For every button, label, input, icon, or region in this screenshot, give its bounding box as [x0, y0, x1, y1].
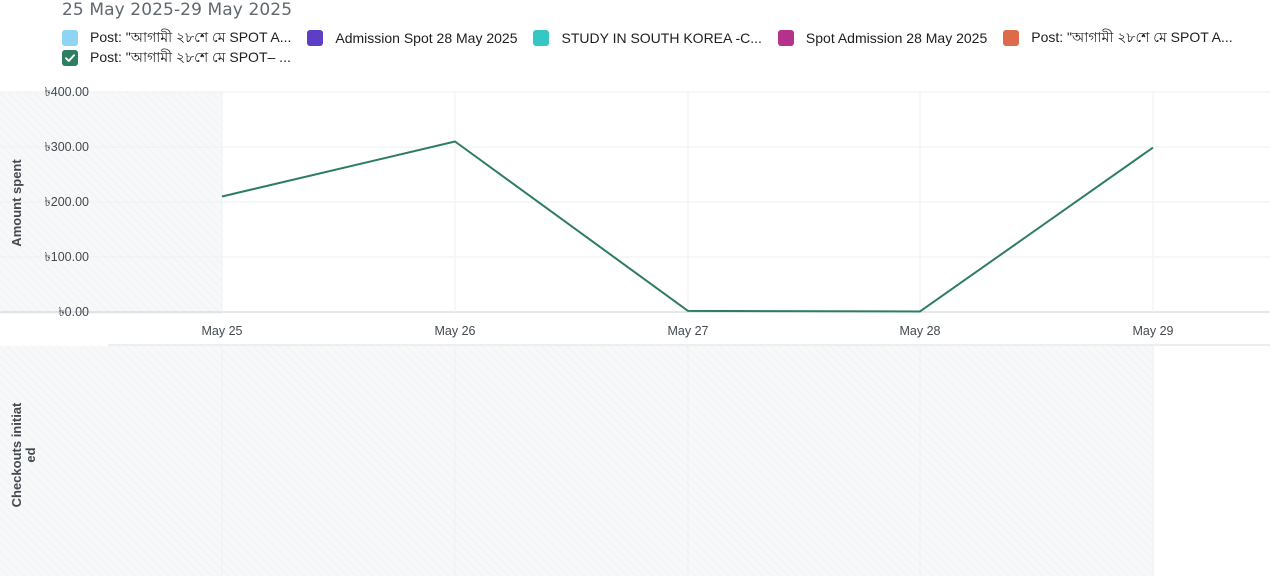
legend-label: Post: "আগামী ২৮শে মে SPOT– ...	[90, 49, 291, 65]
y-tick-label: ৳100.00	[45, 250, 90, 264]
chart2-hatched-region	[0, 346, 1154, 576]
legend-label: Post: "আগামী ২৮শে মে SPOT A...	[90, 29, 292, 45]
legend-swatch	[62, 30, 78, 46]
y-axis-title: Amount spent	[9, 159, 24, 247]
y-tick-label: ৳0.00	[58, 305, 89, 319]
legend-row-1: Post: "আগামী ২৮শে মে SPOT A... Admission…	[62, 28, 1272, 48]
checkouts-initiated-chart: Checkouts initiat ed	[0, 346, 1154, 576]
y-tick-label: ৳300.00	[45, 140, 90, 154]
legend-item[interactable]: Post: "আগামী ২৮শে মে SPOT A...	[62, 26, 291, 50]
date-range-label: 25 May 2025-29 May 2025	[62, 0, 293, 20]
legend-item[interactable]: Post: "আগামী ২৮শে মে SPOT– ...	[62, 46, 291, 70]
chart1-gridlines	[0, 91, 1270, 313]
legend-row-2: Post: "আগামী ২৮শে মে SPOT– ...	[62, 48, 1272, 68]
x-tick-label: May 29	[1133, 324, 1174, 338]
y-tick-label: ৳200.00	[45, 195, 90, 209]
legend-item[interactable]: Admission Spot 28 May 2025	[307, 30, 517, 46]
chart2-gridlines	[221, 346, 1154, 576]
legend-swatch	[533, 30, 550, 46]
chart1-x-ticks: May 25 May 26 May 27 May 28 May 29	[202, 324, 1174, 338]
legend-item[interactable]: STUDY IN SOUTH KOREA -C...	[533, 30, 762, 46]
legend-swatch	[1003, 30, 1020, 46]
y-axis-title-line-2: ed	[23, 447, 38, 462]
legend-label: STUDY IN SOUTH KOREA -C...	[561, 30, 762, 46]
legend-label: Admission Spot 28 May 2025	[335, 30, 518, 46]
legend-item[interactable]: Post: "আগামী ২৮শে মে SPOT A...	[1003, 26, 1233, 50]
legend-swatch	[777, 30, 794, 46]
chart1-series	[221, 140, 1154, 313]
x-tick-label: May 25	[202, 324, 243, 338]
checkmark-icon	[65, 54, 75, 62]
legend-label: Post: "আগামী ২৮শে মে SPOT A...	[1031, 29, 1233, 45]
y-axis-title-line-1: Checkouts initiat	[9, 402, 24, 507]
chart1-y-ticks: ৳0.00 ৳100.00 ৳200.00 ৳300.00 ৳400.00	[45, 85, 90, 319]
legend-checkbox	[62, 50, 78, 66]
x-tick-label: May 27	[668, 324, 709, 338]
x-tick-label: May 28	[900, 324, 941, 338]
chart1-hatched-region	[0, 92, 222, 314]
y-tick-label: ৳400.00	[45, 85, 90, 99]
chart-legend: Post: "আগামী ২৮শে মে SPOT A... Admission…	[62, 28, 1272, 68]
series-line	[221, 140, 1154, 313]
amount-spent-chart: ৳0.00 ৳100.00 ৳200.00 ৳300.00 ৳400.00 May 25…	[0, 85, 1270, 346]
legend-label: Spot Admission 28 May 2025	[805, 30, 988, 46]
legend-swatch	[307, 30, 324, 46]
legend-item[interactable]: Spot Admission 28 May 2025	[777, 30, 988, 46]
x-tick-label: May 26	[435, 324, 476, 338]
